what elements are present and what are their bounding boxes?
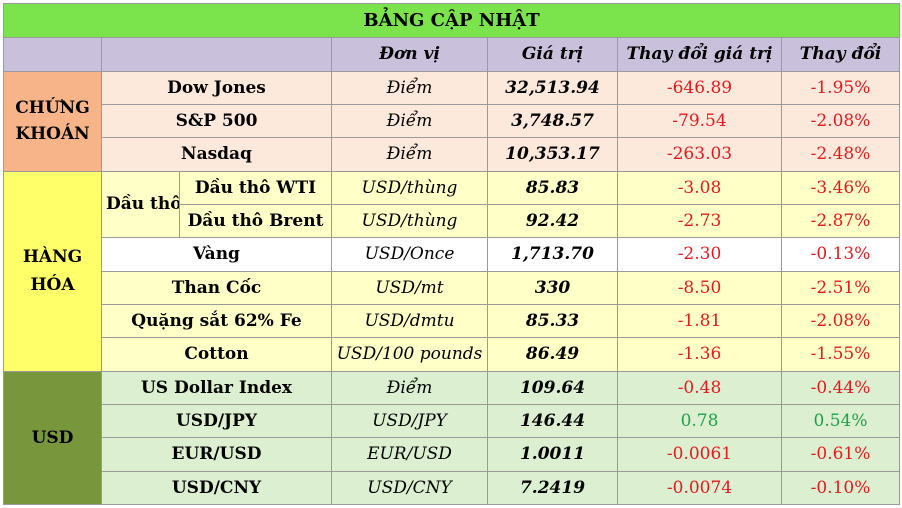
- row-value: 10,353.17: [487, 137, 618, 172]
- table-row: EUR/USD EUR/USD 1.0011 -0.0061 -0.61%: [4, 437, 901, 472]
- table-row: USD/JPY USD/JPY 146.44 0.78 0.54%: [4, 403, 901, 439]
- row-name: USD/JPY: [101, 403, 332, 439]
- section-usd: USD: [3, 370, 102, 506]
- row-change: -3.08: [617, 170, 782, 205]
- row-change-pct: -1.95%: [780, 70, 901, 105]
- row-change-pct: -2.48%: [780, 137, 901, 172]
- table-row: CHỨNG KHOÁN Dow Jones Điểm 32,513.94 -64…: [3, 70, 901, 172]
- row-unit: USD/Once: [331, 237, 488, 272]
- row-change-pct: -1.55%: [780, 337, 901, 372]
- row-unit: USD/100 pounds: [331, 337, 488, 372]
- row-change-pct: -2.51%: [780, 270, 901, 305]
- row-change-pct: -3.46%: [780, 170, 901, 205]
- row-name: Dầu thô WTI: [179, 170, 332, 205]
- table-row: S&P 500 Điểm 3,748.57 -79.54 -2.08%: [4, 103, 901, 139]
- table-row: Quặng sắt 62% Fe USD/dmtu 85.33 -1.81 -2…: [4, 303, 901, 339]
- row-value: 32,513.94: [487, 70, 618, 105]
- row-name: Dow Jones: [101, 70, 332, 105]
- header-value: Giá trị: [487, 37, 618, 72]
- row-name: Vàng: [101, 237, 332, 272]
- row-change: -0.48: [617, 370, 782, 405]
- row-change: -0.0061: [617, 437, 782, 472]
- header-change-value: Thay đổi giá trị: [617, 37, 782, 72]
- table-row: Cotton USD/100 pounds 86.49 -1.36 -1.55%: [4, 337, 901, 372]
- table-row: Nasdaq Điểm 10,353.17 -263.03 -2.48%: [4, 137, 901, 172]
- row-name: USD/CNY: [101, 470, 332, 506]
- row-unit: USD/mt: [331, 270, 488, 305]
- section-stocks-label: CHỨNG KHOÁN: [15, 98, 90, 145]
- table-row: USD/CNY USD/CNY 7.2419 -0.0074 -0.10%: [4, 470, 901, 506]
- row-unit: USD/dmtu: [331, 303, 488, 339]
- row-unit: USD/thùng: [331, 203, 488, 239]
- table-row: Dầu thô Brent USD/thùng 92.42 -2.73 -2.8…: [4, 203, 901, 239]
- row-change: -79.54: [617, 103, 782, 139]
- row-unit: Điểm: [331, 137, 488, 172]
- row-name: Dầu thô Brent: [179, 203, 332, 239]
- table-row: Than Cốc USD/mt 330 -8.50 -2.51%: [4, 270, 901, 305]
- row-name: US Dollar Index: [101, 370, 332, 405]
- header-blank-name: [101, 37, 332, 72]
- row-change-pct: -2.87%: [780, 203, 901, 239]
- header-change-pct: Thay đổi: [780, 37, 901, 72]
- row-change-pct: -2.08%: [780, 303, 901, 339]
- row-value: 1.0011: [487, 437, 618, 472]
- row-change: -263.03: [617, 137, 782, 172]
- row-unit: Điểm: [331, 370, 488, 405]
- row-change: -2.30: [617, 237, 782, 272]
- table-row: USD US Dollar Index Điểm 109.64 -0.48 -0…: [3, 370, 901, 506]
- row-change: -1.81: [617, 303, 782, 339]
- row-change-pct: -0.61%: [780, 437, 901, 472]
- row-change: -2.73: [617, 203, 782, 239]
- section-commodities: HÀNG HÓA: [3, 170, 102, 372]
- row-change-pct: -2.08%: [780, 103, 901, 139]
- row-name: Cotton: [101, 337, 332, 372]
- row-change: -1.36: [617, 337, 782, 372]
- row-value: 1,713.70: [487, 237, 618, 272]
- section-commodities-label: HÀNG HÓA: [22, 247, 83, 296]
- row-name: Quặng sắt 62% Fe: [101, 303, 332, 339]
- row-change-pct: -0.44%: [780, 370, 901, 405]
- table-title: BẢNG CẬP NHẬT: [2, 2, 901, 39]
- row-name: S&P 500: [101, 103, 332, 139]
- row-value: 146.44: [487, 403, 618, 439]
- header-blank-section: [3, 37, 102, 72]
- section-stocks: CHỨNG KHOÁN: [3, 70, 102, 172]
- row-value: 86.49: [487, 337, 618, 372]
- row-value: 85.83: [487, 170, 618, 205]
- row-name: Than Cốc: [101, 270, 332, 305]
- row-value: 109.64: [487, 370, 618, 405]
- row-value: 330: [487, 270, 618, 305]
- row-unit: USD/thùng: [331, 170, 488, 205]
- row-unit: USD/CNY: [331, 470, 488, 506]
- row-change: -0.0074: [617, 470, 782, 506]
- row-name: EUR/USD: [101, 437, 332, 472]
- row-change: -8.50: [617, 270, 782, 305]
- row-value: 3,748.57: [487, 103, 618, 139]
- header-unit: Đơn vị: [331, 37, 488, 72]
- row-value: 7.2419: [487, 470, 618, 506]
- row-value: 85.33: [487, 303, 618, 339]
- row-name: Nasdaq: [101, 137, 332, 172]
- row-change: -646.89: [617, 70, 782, 105]
- table-row: Vàng USD/Once 1,713.70 -2.30 -0.13%: [4, 237, 901, 272]
- table-row: HÀNG HÓA Dầu thô Dầu thô WTI USD/thùng 8…: [3, 170, 901, 372]
- row-unit: USD/JPY: [331, 403, 488, 439]
- oil-group-label: Dầu thô: [101, 170, 180, 239]
- row-change-pct: 0.54%: [780, 403, 901, 439]
- row-unit: Điểm: [331, 70, 488, 105]
- row-change-pct: -0.10%: [780, 470, 901, 506]
- row-change-pct: -0.13%: [780, 237, 901, 272]
- row-unit: Điểm: [331, 103, 488, 139]
- row-change: 0.78: [617, 403, 782, 439]
- row-value: 92.42: [487, 203, 618, 239]
- row-unit: EUR/USD: [331, 437, 488, 472]
